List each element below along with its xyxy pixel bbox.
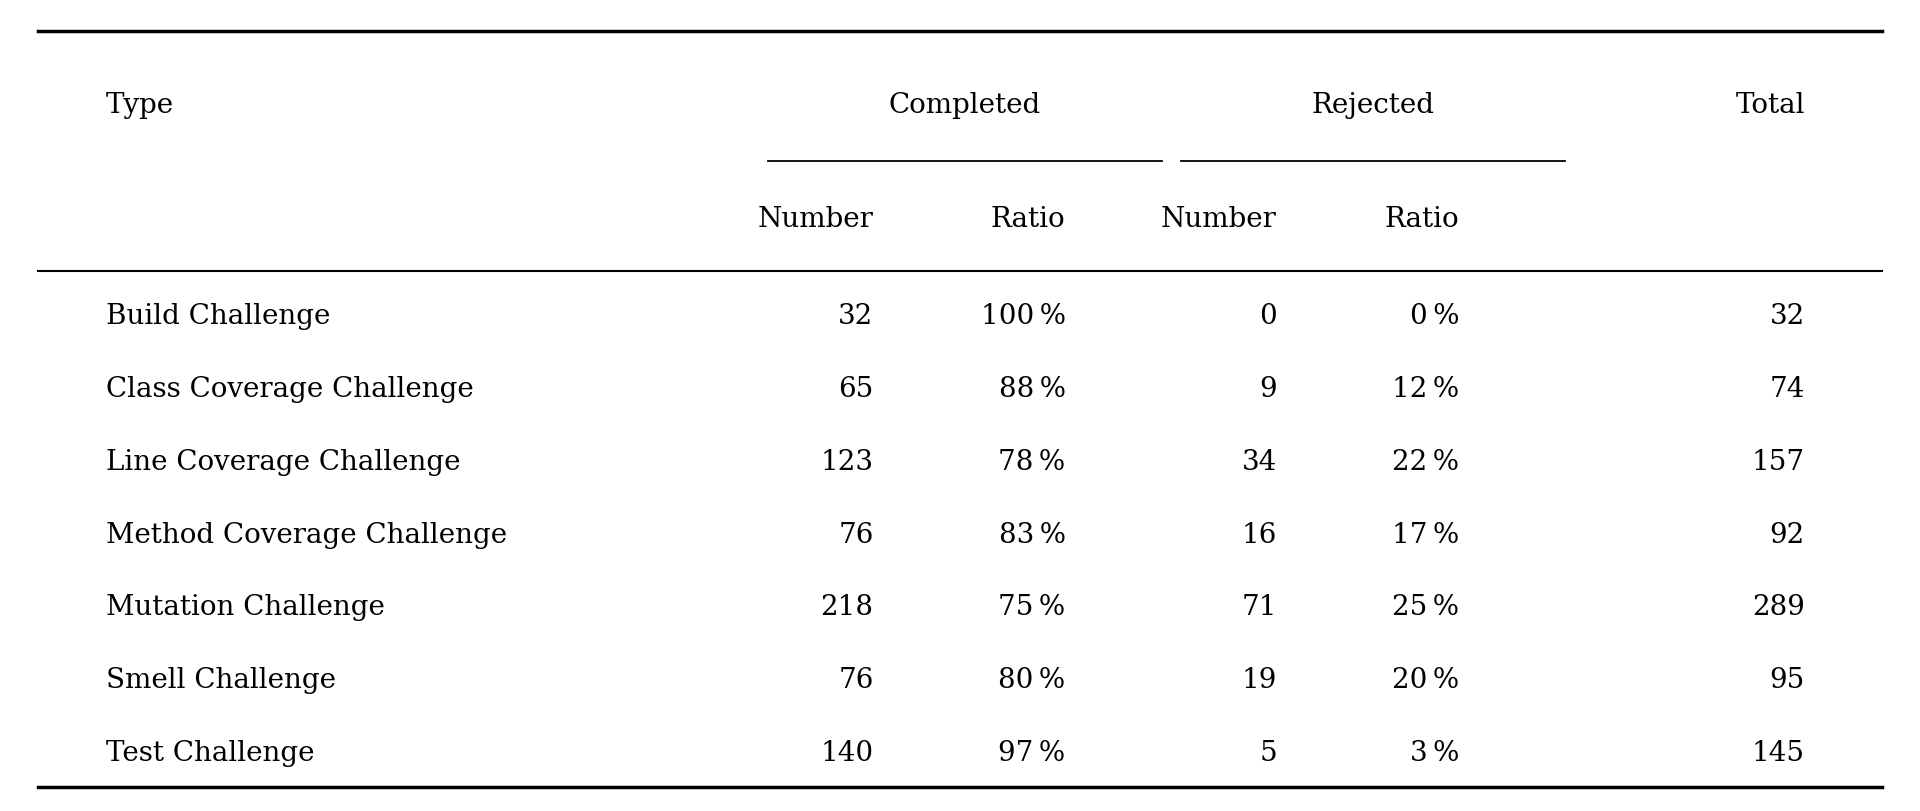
Text: 100 %: 100 % — [981, 303, 1066, 330]
Text: Smell Challenge: Smell Challenge — [106, 667, 336, 693]
Text: 25 %: 25 % — [1392, 594, 1459, 620]
Text: 75 %: 75 % — [998, 594, 1066, 620]
Text: 218: 218 — [820, 594, 874, 620]
Text: 17 %: 17 % — [1392, 521, 1459, 548]
Text: 76: 76 — [839, 667, 874, 693]
Text: 92: 92 — [1770, 521, 1805, 548]
Text: Build Challenge: Build Challenge — [106, 303, 330, 330]
Text: Total: Total — [1736, 92, 1805, 119]
Text: 5: 5 — [1260, 739, 1277, 766]
Text: Class Coverage Challenge: Class Coverage Challenge — [106, 375, 474, 402]
Text: 34: 34 — [1242, 448, 1277, 475]
Text: Number: Number — [758, 205, 874, 233]
Text: 80 %: 80 % — [998, 667, 1066, 693]
Text: 0: 0 — [1260, 303, 1277, 330]
Text: 16: 16 — [1242, 521, 1277, 548]
Text: Ratio: Ratio — [991, 205, 1066, 233]
Text: 32: 32 — [839, 303, 874, 330]
Text: 95: 95 — [1770, 667, 1805, 693]
Text: 157: 157 — [1751, 448, 1805, 475]
Text: 140: 140 — [820, 739, 874, 766]
Text: Type: Type — [106, 92, 173, 119]
Text: Rejected: Rejected — [1311, 92, 1434, 119]
Text: 32: 32 — [1770, 303, 1805, 330]
Text: 20 %: 20 % — [1392, 667, 1459, 693]
Text: Test Challenge: Test Challenge — [106, 739, 315, 766]
Text: 78 %: 78 % — [998, 448, 1066, 475]
Text: 76: 76 — [839, 521, 874, 548]
Text: 9: 9 — [1260, 375, 1277, 402]
Text: Mutation Challenge: Mutation Challenge — [106, 594, 384, 620]
Text: 65: 65 — [839, 375, 874, 402]
Text: 74: 74 — [1770, 375, 1805, 402]
Text: 22 %: 22 % — [1392, 448, 1459, 475]
Text: Method Coverage Challenge: Method Coverage Challenge — [106, 521, 507, 548]
Text: Number: Number — [1162, 205, 1277, 233]
Text: Ratio: Ratio — [1384, 205, 1459, 233]
Text: Completed: Completed — [889, 92, 1041, 119]
Text: Line Coverage Challenge: Line Coverage Challenge — [106, 448, 461, 475]
Text: 83 %: 83 % — [998, 521, 1066, 548]
Text: 12 %: 12 % — [1392, 375, 1459, 402]
Text: 71: 71 — [1242, 594, 1277, 620]
Text: 145: 145 — [1751, 739, 1805, 766]
Text: 97 %: 97 % — [998, 739, 1066, 766]
Text: 3 %: 3 % — [1409, 739, 1459, 766]
Text: 0 %: 0 % — [1409, 303, 1459, 330]
Text: 123: 123 — [820, 448, 874, 475]
Text: 88 %: 88 % — [998, 375, 1066, 402]
Text: 289: 289 — [1751, 594, 1805, 620]
Text: 19: 19 — [1242, 667, 1277, 693]
